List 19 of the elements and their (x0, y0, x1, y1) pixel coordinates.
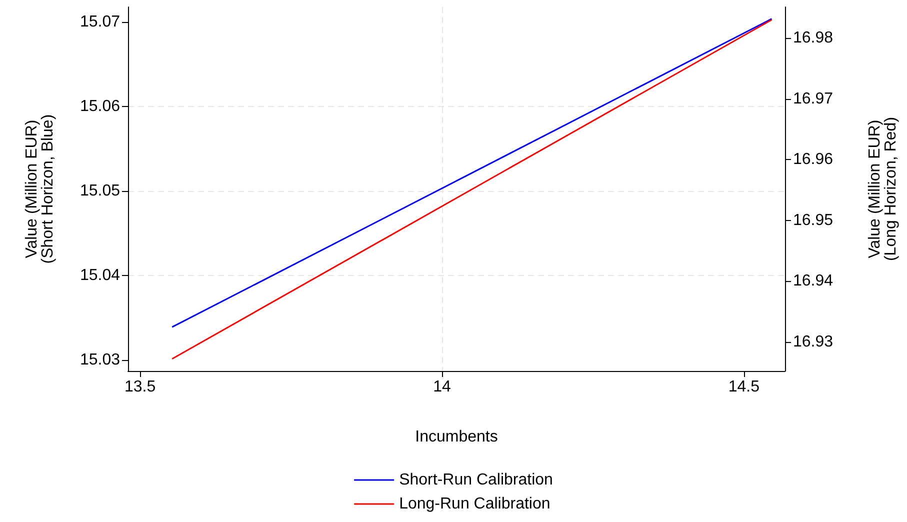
y2-tick-label: 16.96 (793, 151, 834, 168)
y-tick-label: 15.03 (80, 352, 120, 369)
y2-tick-label: 16.94 (793, 272, 834, 290)
x-tick-label: 14 (433, 378, 452, 396)
y2-tick-label: 16.98 (793, 29, 834, 46)
y2-tick-label: 16.95 (793, 212, 834, 229)
y-tick-label: 15.05 (80, 182, 120, 200)
y2-axis-title: Value (Million EUR) (Long Horizon, Red) (866, 116, 900, 262)
y-tick-label: 15.07 (80, 14, 120, 31)
legend-label: Long-Run Calibration (399, 496, 550, 512)
y2-tick-label: 16.97 (793, 90, 834, 108)
y-tick-label: 15.06 (80, 98, 120, 116)
y-tick-label: 15.04 (80, 267, 120, 284)
x-axis-title: Incumbents (415, 428, 498, 446)
y-axis-title: Value (Million EUR) (Short Horizon, Blue) (24, 114, 56, 264)
x-tick-label: 14.5 (728, 378, 760, 396)
legend-label: Short-Run Calibration (399, 472, 553, 488)
y2-tick-label: 16.93 (793, 333, 834, 350)
x-tick-label: 13.5 (124, 378, 156, 396)
